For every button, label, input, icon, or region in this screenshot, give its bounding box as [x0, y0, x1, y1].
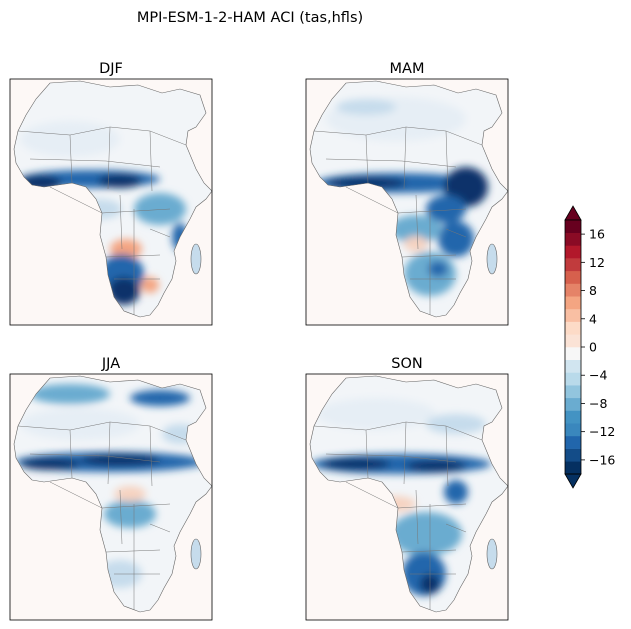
colorbar-bin — [565, 308, 581, 322]
colorbar-tick-label: 8 — [589, 283, 597, 298]
anomaly-blob — [104, 500, 156, 528]
colorbar-bin — [565, 410, 581, 424]
panel-title-djf: DJF — [99, 61, 123, 77]
colorbar-tick-label: −8 — [589, 396, 607, 411]
madagascar — [190, 538, 202, 570]
colorbar-bin — [565, 270, 581, 284]
country-borders — [17, 421, 187, 610]
colorbar-bin — [565, 220, 581, 233]
coastline — [13, 80, 213, 318]
colorbar-bin — [565, 435, 581, 449]
anomaly-blob — [134, 193, 186, 225]
country-borders — [17, 126, 187, 315]
colorbar-bin — [565, 334, 581, 348]
anomaly-blob — [404, 236, 428, 252]
madagascar — [190, 243, 202, 275]
colorbar-tick-label: 0 — [589, 340, 597, 355]
anomaly-blob — [322, 458, 390, 470]
anomaly-blob — [444, 480, 468, 504]
coastline — [13, 375, 213, 613]
anomaly-blob — [114, 486, 146, 502]
panel-frame — [9, 373, 213, 621]
panel-frame — [9, 78, 213, 326]
madagascar — [486, 243, 498, 275]
coastline — [309, 80, 509, 318]
coastline — [309, 375, 509, 613]
panel-title-mam: MAM — [390, 61, 425, 77]
anomaly-blob — [20, 408, 140, 440]
colorbar-tick-label: 4 — [589, 311, 597, 326]
panel-title-jja: JJA — [101, 356, 120, 372]
colorbar-bin — [565, 258, 581, 272]
colorbar-extend-max — [564, 205, 582, 221]
anomaly-blob — [390, 512, 462, 556]
colorbar-bin — [565, 423, 581, 437]
anomaly-blob — [426, 195, 466, 223]
anomaly-blob — [426, 414, 486, 434]
colorbar-bin — [565, 321, 581, 335]
map-panel-djf: DJF — [9, 61, 213, 326]
anomaly-blob — [316, 398, 436, 430]
colorbar-bin — [565, 232, 581, 246]
anomaly-blob — [438, 221, 474, 257]
panel-title-son: SON — [391, 356, 422, 372]
anomaly-blob — [98, 174, 142, 188]
map-panel-mam: MAM — [305, 61, 509, 326]
colorbar-tick-label: 12 — [589, 255, 605, 270]
map-panel-son: SON — [305, 356, 509, 621]
colorbar-bin — [565, 359, 581, 373]
colorbar-tick-label: −12 — [589, 424, 615, 439]
anomaly-blob — [130, 390, 190, 406]
colorbar-bin — [565, 385, 581, 399]
colorbar-tick-label: 16 — [589, 227, 605, 242]
figure-title: MPI-ESM-1-2-HAM ACI (tas,hfls) — [137, 10, 363, 26]
colorbar-bin — [565, 347, 581, 360]
colorbar-bin — [565, 296, 581, 310]
anomaly-blob — [390, 215, 442, 243]
country-borders — [313, 126, 483, 315]
colorbar-bin — [565, 448, 581, 462]
land-mask — [310, 376, 508, 612]
panel-frame — [305, 78, 509, 326]
colorbar-bin — [565, 397, 581, 411]
anomaly-blob — [428, 261, 448, 277]
madagascar — [486, 538, 498, 570]
colorbar-extend-min — [564, 473, 582, 489]
colorbar-bin — [565, 372, 581, 386]
colorbar-tick-label: −4 — [589, 368, 607, 383]
anomaly-blob — [30, 384, 110, 404]
colorbar: 16 12 8 4 0 −4 −8 −12 −16 — [564, 205, 615, 489]
land-mask — [310, 81, 508, 317]
map-panels: DJF MAM JJA SON — [9, 61, 509, 621]
colorbar-bin — [565, 461, 581, 475]
colorbar-bin — [565, 245, 581, 259]
country-borders — [313, 421, 483, 610]
anomaly-blob — [336, 99, 396, 115]
anomaly-blob — [406, 460, 466, 472]
anomaly-blob — [80, 454, 160, 466]
colorbar-bin — [565, 283, 581, 297]
anomaly-blob — [20, 458, 80, 470]
map-panel-jja: JJA — [9, 356, 213, 621]
panel-frame — [305, 373, 509, 621]
colorbar-tick-label: −16 — [589, 452, 615, 467]
anomaly-blob — [108, 277, 140, 305]
anomaly-blob — [141, 277, 159, 293]
